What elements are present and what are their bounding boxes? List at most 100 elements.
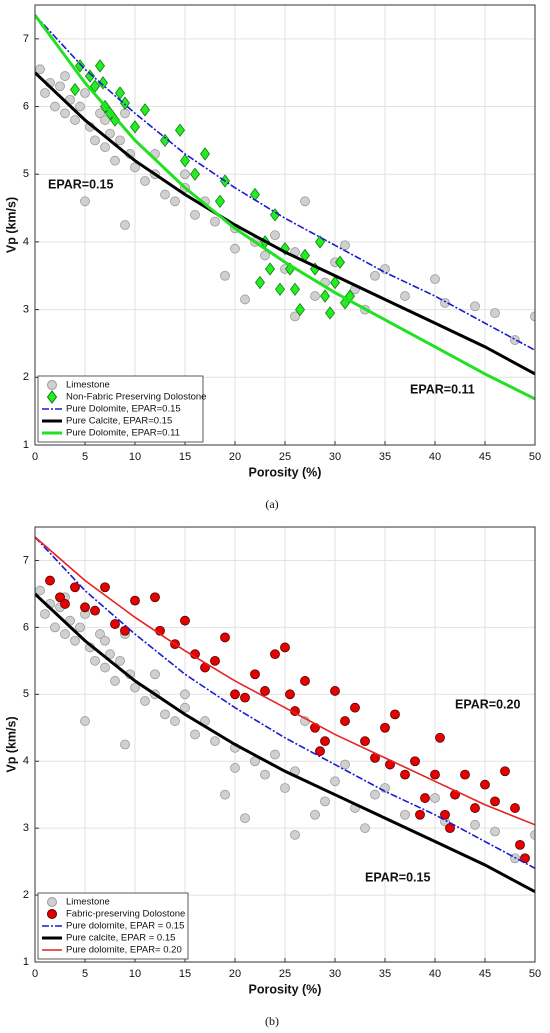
point: [120, 220, 130, 230]
x-tick-label: 25: [279, 968, 291, 980]
point: [440, 809, 450, 820]
plot-layer: [35, 536, 535, 894]
y-tick-label: 6: [23, 100, 29, 112]
x-tick-label: 20: [229, 451, 241, 463]
point: [130, 120, 140, 134]
point: [510, 803, 520, 813]
point: [430, 274, 440, 285]
point: [115, 135, 125, 146]
point: [360, 736, 370, 747]
x-tick-label: 10: [129, 451, 141, 463]
point: [210, 216, 220, 227]
point: [400, 769, 410, 780]
point: [100, 582, 110, 593]
x-tick-label: 20: [229, 968, 241, 980]
x-tick-label: 15: [179, 451, 191, 463]
point: [270, 749, 280, 760]
point: [180, 154, 190, 168]
point: [98, 76, 108, 90]
annotation: EPAR=0.20: [455, 697, 520, 711]
point: [50, 101, 60, 112]
point: [290, 311, 300, 322]
point: [260, 686, 270, 696]
point: [280, 642, 290, 653]
point: [350, 702, 360, 713]
point: [230, 763, 240, 773]
point: [100, 635, 110, 646]
point: [110, 676, 120, 686]
point: [120, 108, 130, 119]
x-axis-label: Porosity (%): [249, 465, 322, 479]
point: [190, 167, 200, 181]
point: [100, 662, 110, 673]
x-tick-label: 35: [379, 968, 391, 980]
point: [515, 839, 525, 850]
point: [130, 162, 140, 173]
point: [285, 689, 295, 700]
point: [530, 311, 535, 322]
point: [500, 766, 510, 777]
point: [55, 592, 65, 603]
point: [95, 108, 105, 119]
point: [80, 88, 90, 98]
point: [330, 686, 340, 696]
annotation: EPAR=0.15: [365, 870, 430, 884]
point: [510, 335, 520, 345]
annotation: EPAR=0.11: [410, 382, 475, 396]
y-tick-label: 3: [23, 304, 29, 316]
point: [40, 609, 50, 619]
point: [175, 123, 185, 137]
point: [130, 595, 140, 606]
line: [35, 592, 535, 894]
point: [280, 783, 290, 793]
point: [160, 189, 170, 200]
point: [250, 669, 260, 680]
point: [220, 632, 230, 643]
point: [90, 135, 100, 146]
point: [115, 86, 125, 100]
point: [260, 769, 270, 780]
legend-marker: [47, 897, 57, 907]
legend-label: Pure Dolomite, EPAR=0.11: [66, 428, 180, 439]
point: [80, 602, 90, 613]
point: [270, 649, 280, 660]
point: [380, 722, 390, 733]
legend-label: Pure calcite, EPAR = 0.15: [66, 933, 175, 944]
y-tick-label: 5: [23, 688, 29, 700]
point: [470, 819, 480, 830]
point: [410, 756, 420, 767]
point: [320, 289, 330, 303]
point: [370, 270, 380, 281]
point: [70, 635, 80, 646]
point: [265, 262, 275, 276]
point: [310, 809, 320, 820]
point: [460, 769, 470, 780]
y-tick-label: 2: [23, 371, 29, 383]
point: [255, 275, 265, 290]
point: [70, 115, 80, 125]
point: [110, 155, 120, 166]
point: [490, 308, 500, 318]
point: [400, 809, 410, 820]
point: [230, 243, 240, 254]
x-tick-label: 40: [429, 968, 441, 980]
point: [415, 809, 425, 820]
point: [55, 81, 65, 92]
y-tick-label: 7: [23, 554, 29, 566]
point: [200, 147, 210, 161]
point: [115, 655, 125, 666]
plot-layer: [35, 14, 535, 401]
point: [130, 682, 140, 693]
point: [90, 605, 100, 616]
point: [315, 746, 325, 757]
y-tick-label: 3: [23, 822, 29, 834]
point: [275, 282, 285, 296]
x-tick-label: 5: [82, 451, 88, 463]
point: [85, 69, 95, 83]
point: [140, 696, 150, 706]
point: [220, 789, 230, 800]
point: [325, 306, 335, 320]
line: [35, 536, 535, 870]
point: [50, 622, 60, 633]
x-tick-label: 15: [179, 968, 191, 980]
